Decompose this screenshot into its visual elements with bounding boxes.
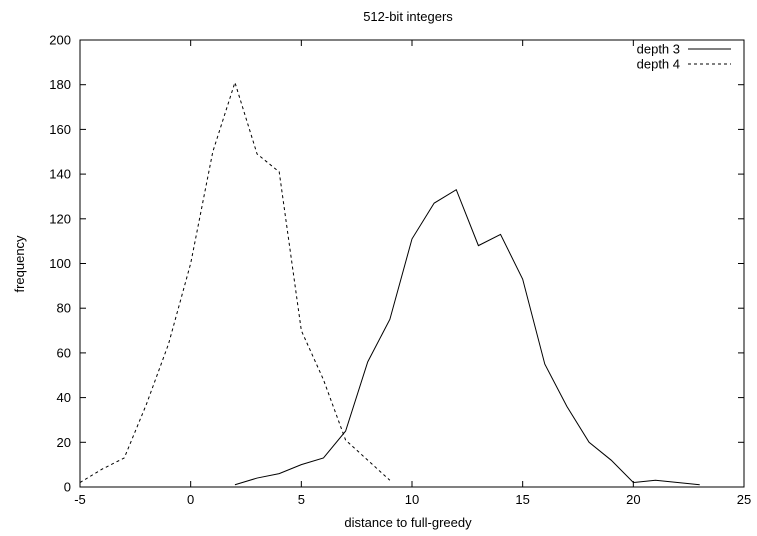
chart-title: 512-bit integers [363, 9, 453, 24]
x-tick-label: 15 [515, 492, 529, 507]
y-tick-label: 80 [57, 301, 71, 316]
y-tick-label: 140 [49, 167, 71, 182]
y-tick-label: 200 [49, 33, 71, 48]
y-tick-label: 100 [49, 256, 71, 271]
x-tick-label: 20 [626, 492, 640, 507]
y-tick-label: 20 [57, 435, 71, 450]
y-tick-label: 60 [57, 345, 71, 360]
x-axis-label: distance to full-greedy [344, 515, 472, 530]
y-tick-label: 0 [64, 480, 71, 495]
series-line-depth-3 [234, 189, 700, 486]
y-tick-label: 180 [49, 77, 71, 92]
legend-label: depth 3 [637, 42, 680, 57]
y-tick-label: 160 [49, 122, 71, 137]
x-tick-label: -5 [74, 492, 86, 507]
series-line-depth-4 [79, 80, 391, 483]
x-tick-label: 10 [405, 492, 419, 507]
x-tick-label: 0 [187, 492, 194, 507]
legend-label: depth 4 [637, 57, 680, 72]
series-layer [79, 80, 700, 486]
x-tick-label: 25 [737, 492, 751, 507]
x-tick-label: 5 [298, 492, 305, 507]
y-tick-label: 120 [49, 211, 71, 226]
plot-frame [79, 39, 745, 488]
y-axis-label: frequency [12, 235, 27, 293]
y-tick-label: 40 [57, 390, 71, 405]
